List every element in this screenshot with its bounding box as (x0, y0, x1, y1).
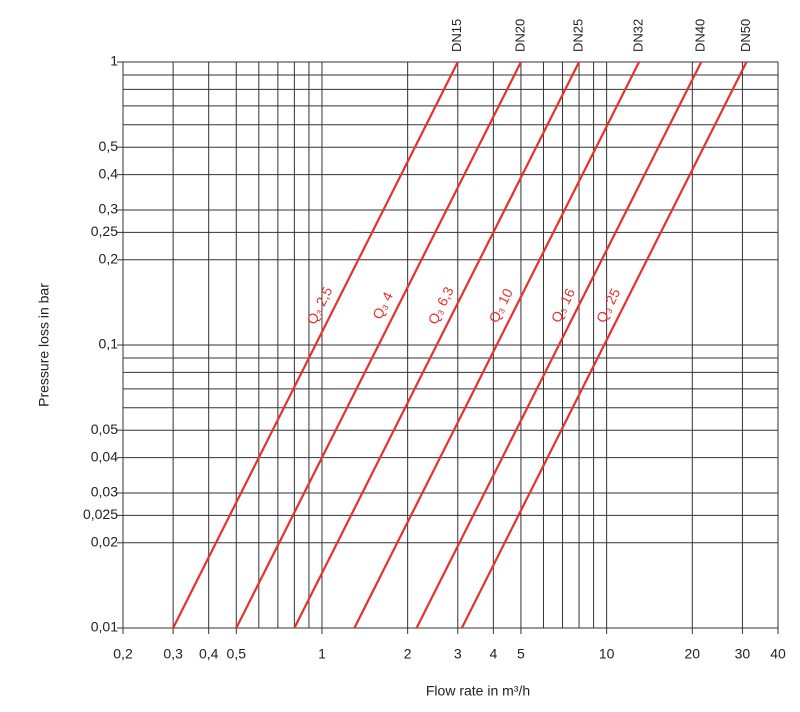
series-name: DN50 (738, 19, 753, 52)
x-tick-label: 0,2 (113, 646, 133, 662)
y-tick-label: 0,2 (99, 251, 119, 267)
series-name: DN32 (630, 19, 645, 52)
y-tick-label: 0,025 (83, 506, 118, 522)
x-tick-label: 0,3 (163, 646, 183, 662)
series-line (353, 61, 641, 629)
y-tick-label: 0,25 (91, 223, 118, 239)
x-tick-label: 5 (517, 646, 525, 662)
series-label: Q₃ 16 (548, 286, 579, 326)
series-line (235, 61, 522, 629)
x-tick-label: 0,5 (227, 646, 247, 662)
series-line (460, 61, 748, 629)
series-line (172, 61, 459, 629)
y-tick-label: 0,5 (99, 138, 119, 154)
series-name: DN40 (693, 19, 708, 52)
series-name: DN25 (570, 19, 585, 52)
x-axis-label: Flow rate in m³/h (426, 683, 530, 699)
y-axis-label: Pressure loss in bar (36, 283, 52, 407)
x-tick-label: 2 (404, 646, 412, 662)
x-tick-label: 20 (685, 646, 701, 662)
series-line (415, 61, 703, 629)
series-name: DN20 (512, 19, 527, 52)
x-tick-label: 3 (454, 646, 462, 662)
series-label: Q₃ 6,3 (425, 284, 457, 327)
x-tick-label: 30 (735, 646, 751, 662)
y-tick-label: 0,04 (91, 448, 118, 464)
x-tick-label: 10 (599, 646, 615, 662)
y-tick-label: 1 (110, 53, 118, 69)
x-tick-label: 40 (770, 646, 786, 662)
y-tick-label: 0,01 (91, 619, 118, 635)
series-label: Q₃ 25 (593, 286, 624, 326)
x-tick-label: 0,4 (199, 646, 219, 662)
y-tick-label: 0,02 (91, 534, 118, 550)
x-tick-label: 1 (318, 646, 326, 662)
y-tick-label: 0,4 (99, 165, 119, 181)
series-line (293, 61, 581, 629)
series-label: Q₃ 10 (485, 286, 516, 326)
y-tick-label: 0,1 (99, 336, 119, 352)
series-name: DN15 (449, 19, 464, 52)
y-tick-label: 0,05 (91, 421, 118, 437)
x-tick-label: 4 (489, 646, 497, 662)
y-tick-label: 0,3 (99, 201, 119, 217)
y-tick-label: 0,03 (91, 484, 118, 500)
series-label: Q₃ 2,5 (303, 284, 335, 327)
